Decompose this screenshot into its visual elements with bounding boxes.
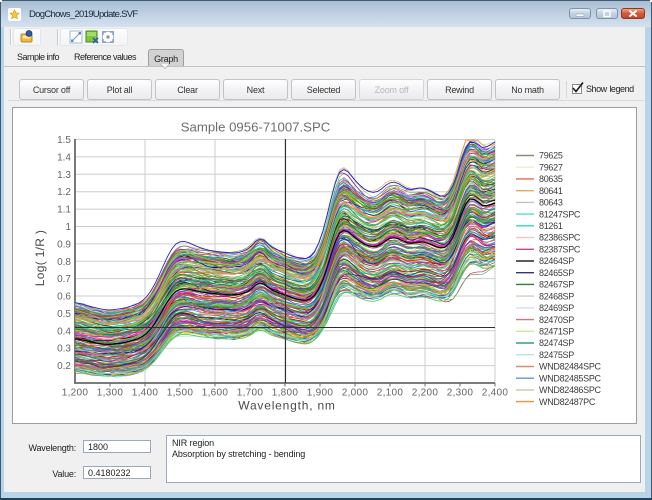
svg-text:0.2: 0.2: [57, 361, 71, 372]
svg-text:Wavelength, nm: Wavelength, nm: [238, 399, 335, 413]
svg-text:1.1: 1.1: [57, 205, 71, 216]
svg-text:Log( 1/R ): Log( 1/R ): [33, 230, 47, 286]
svg-text:80643: 80643: [539, 198, 563, 208]
svg-text:1.4: 1.4: [57, 152, 71, 163]
svg-text:2,200: 2,200: [412, 388, 439, 399]
svg-text:81247SPC: 81247SPC: [539, 209, 581, 219]
svg-text:80641: 80641: [539, 186, 563, 196]
svg-text:1,800: 1,800: [272, 388, 299, 399]
svg-text:82469SP: 82469SP: [539, 303, 574, 313]
svg-text:0.3: 0.3: [57, 344, 71, 355]
svg-text:82475SP: 82475SP: [539, 350, 574, 360]
svg-text:1,700: 1,700: [237, 388, 264, 399]
svg-text:0.4: 0.4: [57, 326, 71, 337]
svg-text:1: 1: [65, 222, 71, 233]
svg-text:0.8: 0.8: [57, 257, 71, 268]
svg-text:1.2: 1.2: [57, 187, 71, 198]
svg-text:79627: 79627: [539, 162, 563, 172]
svg-text:82465SP: 82465SP: [539, 268, 574, 278]
svg-text:WND82487PC: WND82487PC: [539, 397, 596, 407]
svg-text:82467SP: 82467SP: [539, 280, 574, 290]
svg-text:2,100: 2,100: [377, 388, 404, 399]
svg-text:1,500: 1,500: [167, 388, 194, 399]
svg-text:0.6: 0.6: [57, 292, 71, 303]
svg-text:82474SP: 82474SP: [539, 338, 574, 348]
svg-text:81261: 81261: [539, 221, 563, 231]
svg-text:82470SP: 82470SP: [539, 315, 574, 325]
svg-text:80635: 80635: [539, 174, 563, 184]
svg-text:82464SP: 82464SP: [539, 256, 574, 266]
svg-text:WND82485SPC: WND82485SPC: [539, 373, 602, 383]
svg-text:0.9: 0.9: [57, 239, 71, 250]
svg-text:0.7: 0.7: [57, 274, 71, 285]
svg-text:WND82484SPC: WND82484SPC: [539, 362, 602, 372]
svg-text:0.5: 0.5: [57, 309, 71, 320]
svg-text:1.3: 1.3: [57, 170, 71, 181]
svg-text:2,000: 2,000: [342, 388, 369, 399]
svg-text:1,200: 1,200: [62, 388, 89, 399]
svg-text:79625: 79625: [539, 151, 563, 161]
svg-text:1,600: 1,600: [202, 388, 229, 399]
svg-text:1,300: 1,300: [97, 388, 124, 399]
svg-text:1,900: 1,900: [307, 388, 334, 399]
svg-text:WND82486SPC: WND82486SPC: [539, 385, 602, 395]
svg-text:2,300: 2,300: [447, 388, 474, 399]
svg-text:1,400: 1,400: [132, 388, 159, 399]
svg-text:82471SP: 82471SP: [539, 327, 574, 337]
svg-text:Sample 0956-71007.SPC: Sample 0956-71007.SPC: [181, 120, 331, 135]
svg-text:1.5: 1.5: [57, 135, 71, 146]
svg-text:2,400: 2,400: [482, 388, 509, 399]
svg-text:82468SP: 82468SP: [539, 291, 574, 301]
svg-text:82387SPC: 82387SPC: [539, 245, 581, 255]
svg-text:82386SPC: 82386SPC: [539, 233, 581, 243]
